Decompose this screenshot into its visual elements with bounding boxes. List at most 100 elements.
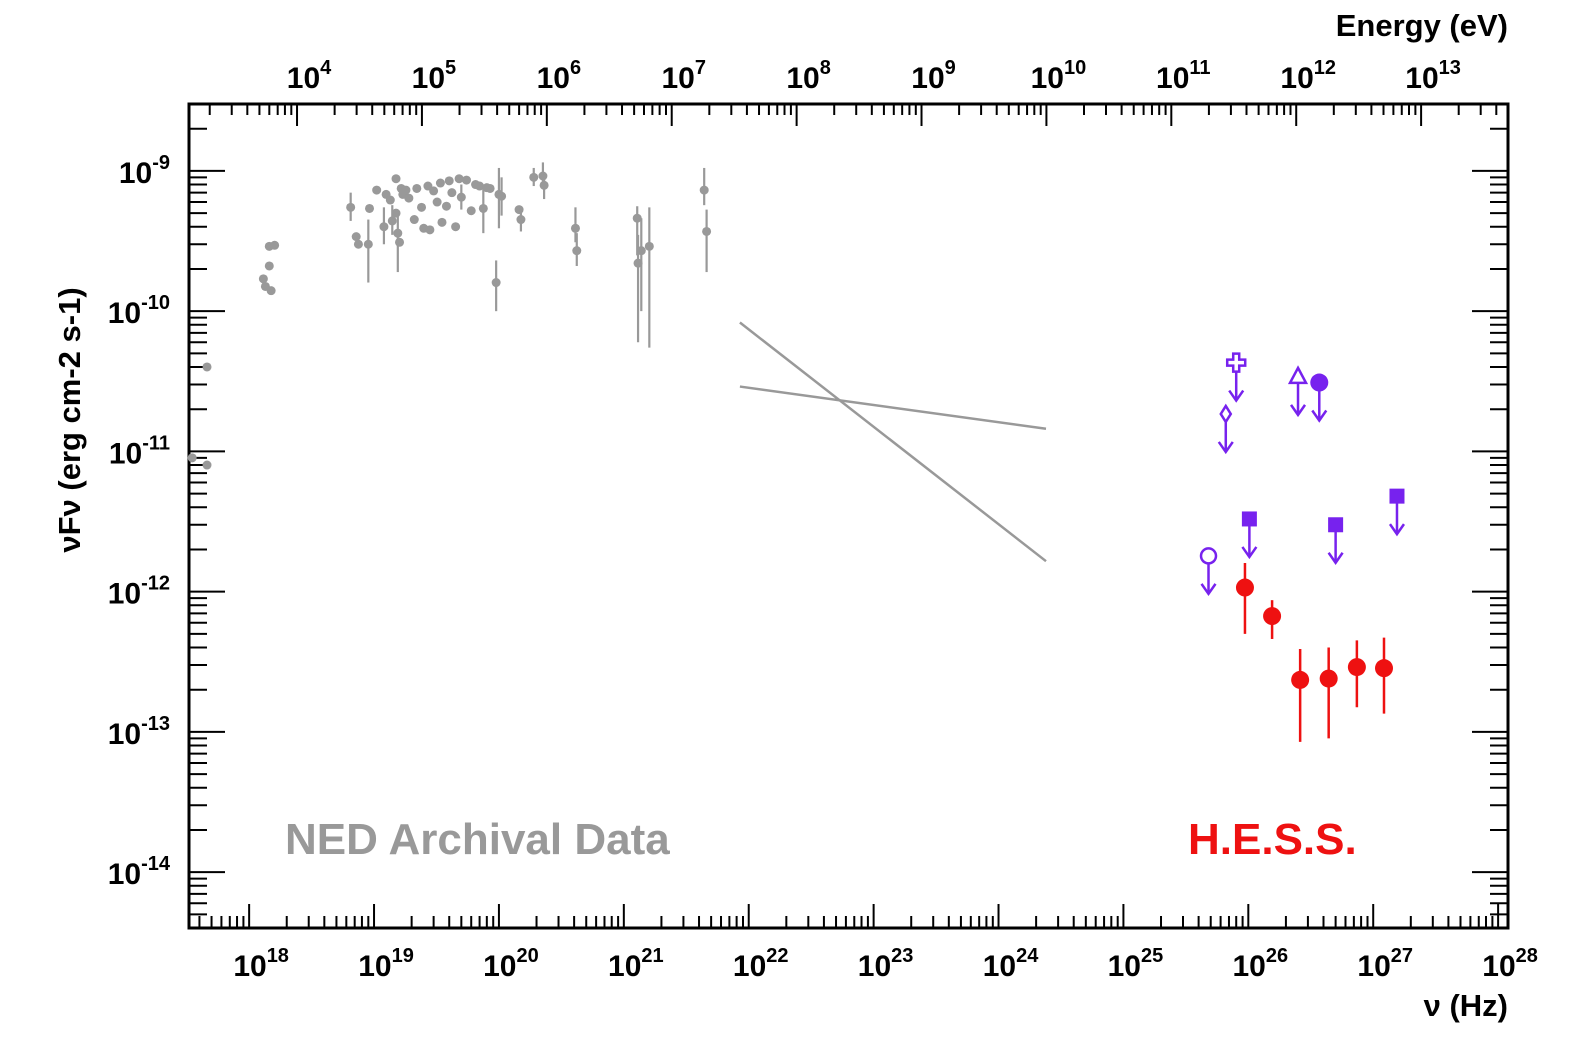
data-point: [409, 215, 419, 225]
x2-tick-label: 1010: [1031, 57, 1087, 95]
data-point: [432, 197, 442, 207]
data-point: [346, 202, 356, 212]
data-point: [437, 217, 447, 227]
x2-tick-label: 104: [287, 57, 332, 95]
y-tick-label: 10-13: [108, 713, 170, 751]
data-point: [462, 175, 472, 185]
x2-tick-label: 109: [911, 57, 956, 95]
data-point: [353, 239, 363, 249]
data-point: [466, 206, 476, 216]
x-tick-label: 1018: [233, 945, 289, 983]
data-point: [435, 178, 445, 188]
y-tick-label: 10-12: [108, 573, 170, 611]
data-point: [636, 246, 646, 256]
upper-limit-arrow-head: [1311, 409, 1328, 423]
data-point: [456, 192, 466, 202]
data-point-cross: [1225, 352, 1247, 373]
data-point: [475, 181, 485, 191]
y-tick-label: 10-9: [119, 152, 170, 190]
x-axis-energy: 104 105 106 107 108 109 1010 1011 1012 1013: [208, 57, 1498, 126]
x2-tick-label: 105: [412, 57, 457, 95]
data-point: [202, 362, 212, 372]
data-point: [529, 172, 539, 182]
data-point: [454, 174, 464, 184]
x-tick-label: 1022: [733, 945, 789, 983]
data-point: [485, 183, 495, 193]
upper-limit-arrow-head: [1217, 441, 1234, 455]
hess-label: H.E.S.S.: [1188, 815, 1357, 864]
data-point: [425, 225, 435, 235]
upper-limit-arrow-head: [1289, 404, 1307, 418]
data-point: [387, 216, 397, 226]
data-point: [395, 237, 405, 247]
data-point: [1310, 373, 1329, 392]
data-point: [1291, 670, 1310, 689]
data-point-square: [1389, 488, 1405, 504]
data-point: [538, 171, 548, 181]
data-point: [391, 208, 401, 218]
data-point: [1235, 578, 1254, 597]
plot-frame: [187, 102, 1510, 930]
y-axis-title: νFν (erg cm-2 s-1): [52, 287, 87, 552]
data-point: [385, 195, 395, 205]
data-point: [572, 246, 582, 256]
data-point: [497, 191, 507, 201]
x-tick-label: 1020: [483, 945, 539, 983]
data-point: [444, 176, 454, 186]
y-axis-flux: 10-9 10-10 10-11 10-12 10-13 10-14: [108, 127, 1508, 929]
data-point: [391, 174, 401, 184]
data-point: [491, 278, 501, 288]
data-point: [393, 228, 403, 238]
data-point: [365, 203, 375, 213]
data-point: [516, 215, 526, 225]
data-point: [351, 232, 361, 242]
x2-tick-label: 108: [786, 57, 831, 95]
power-law-line: [739, 385, 1047, 431]
data-point: [258, 274, 268, 284]
data-point: [539, 180, 549, 190]
data-point: [412, 183, 422, 193]
data-point: [429, 186, 439, 196]
x2-tick-label: 107: [661, 57, 706, 95]
data-point: [478, 203, 488, 213]
upper-limit-arrow-head: [1228, 389, 1245, 403]
x-tick-label: 1019: [358, 945, 414, 983]
data-point: [702, 226, 712, 236]
data-point: [570, 223, 580, 233]
data-point-diamond: [1219, 403, 1233, 425]
data-point: [1374, 659, 1393, 678]
data-point-square: [1328, 517, 1344, 533]
x2-tick-label: 1011: [1156, 57, 1211, 95]
x2-axis-title: Energy (eV): [1336, 8, 1508, 43]
data-point: [404, 193, 414, 203]
data-point-triangle: [1287, 365, 1309, 385]
data-point: [401, 185, 411, 195]
data-point: [1319, 669, 1338, 688]
data-point: [514, 205, 524, 215]
upper-limit-arrow-head: [1200, 583, 1217, 597]
data-point: [447, 188, 457, 198]
data-point: [1347, 658, 1366, 677]
x-tick-label: 1026: [1233, 945, 1289, 983]
data-point: [417, 202, 427, 212]
y-tick-label: 10-10: [108, 292, 170, 330]
data-point: [264, 261, 274, 271]
plot-border: [187, 102, 1510, 930]
x-tick-label: 1023: [858, 945, 914, 983]
x-axis-title: ν (Hz): [1424, 988, 1508, 1023]
data-point-square: [1241, 511, 1257, 527]
data-point: [699, 185, 709, 195]
x2-tick-label: 1013: [1405, 57, 1461, 95]
data-point: [270, 240, 280, 250]
data-point: [379, 222, 389, 232]
x-tick-label: 1024: [983, 945, 1039, 983]
y-tick-label: 10-14: [108, 853, 171, 891]
x2-tick-label: 1012: [1280, 57, 1336, 95]
data-point: [451, 222, 461, 232]
data-point: [187, 453, 197, 463]
data-point: [363, 239, 373, 249]
y-tick-label: 10-11: [109, 432, 170, 470]
data-point: [202, 460, 212, 470]
x-tick-label: 1027: [1357, 945, 1413, 983]
